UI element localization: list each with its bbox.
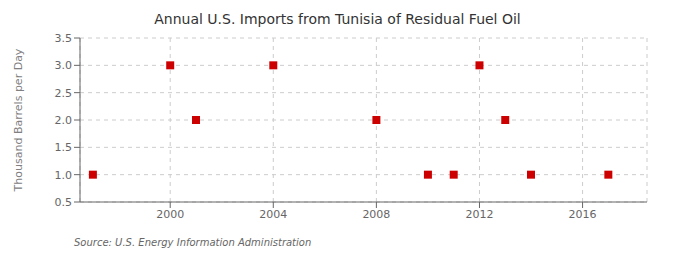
svg-text:2.5: 2.5: [55, 87, 73, 100]
svg-text:2000: 2000: [156, 208, 184, 221]
svg-text:1.5: 1.5: [55, 141, 73, 154]
svg-text:3.0: 3.0: [55, 59, 73, 72]
html-text:Annual U.S. Imports from Tunis: Annual U.S. Imports from Tunisia of Resi…: [154, 11, 521, 27]
svg-text:0.5: 0.5: [55, 196, 73, 209]
svg-text:2.0: 2.0: [55, 114, 73, 127]
svg-text:2004: 2004: [259, 208, 287, 221]
svg-text:3.5: 3.5: [55, 32, 73, 45]
svg-text:2016: 2016: [569, 208, 597, 221]
svg-text:1.0: 1.0: [55, 169, 73, 182]
svg-text:2008: 2008: [362, 208, 390, 221]
svg-text:2012: 2012: [465, 208, 493, 221]
svg-text:Thousand Barrels per Day: Thousand Barrels per Day: [12, 48, 25, 192]
html-text:Source: U.S. Energy Informatio: Source: U.S. Energy Information Administ…: [74, 237, 312, 248]
